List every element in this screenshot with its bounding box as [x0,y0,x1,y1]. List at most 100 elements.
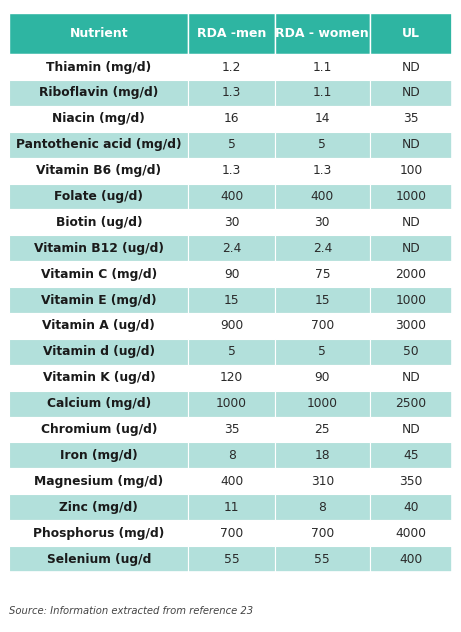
Bar [370,106,452,131]
Bar [9,494,189,520]
Bar [9,287,189,313]
Bar [275,54,370,80]
Text: 400: 400 [220,190,243,203]
Bar [189,54,275,80]
Text: 8: 8 [228,449,236,462]
Bar [370,209,452,235]
Text: Vitamin B12 (ug/d): Vitamin B12 (ug/d) [34,242,164,255]
Text: Phosphorus (mg/d): Phosphorus (mg/d) [33,526,165,540]
Text: 2.4: 2.4 [313,242,332,255]
Bar [189,313,275,339]
Text: 11: 11 [224,501,239,514]
Text: 400: 400 [311,190,334,203]
Bar [189,287,275,313]
Bar [370,391,452,416]
Bar [9,183,189,209]
Bar [370,287,452,313]
Text: 900: 900 [220,319,243,332]
Text: 1.3: 1.3 [222,87,241,99]
Text: 14: 14 [314,112,330,125]
Text: 120: 120 [220,371,243,384]
Text: Thiamin (mg/d): Thiamin (mg/d) [46,61,151,73]
Bar [9,80,189,106]
Bar [370,235,452,261]
Bar [189,442,275,468]
Text: UL: UL [402,27,420,40]
Text: 700: 700 [311,526,334,540]
Text: 45: 45 [403,449,419,462]
Text: 5: 5 [228,138,236,151]
Text: 55: 55 [224,552,239,566]
Text: 1.1: 1.1 [313,87,332,99]
Bar [370,468,452,494]
Bar [275,416,370,442]
Bar [370,80,452,106]
Bar [189,261,275,287]
Bar [275,365,370,391]
Text: Vitamin C (mg/d): Vitamin C (mg/d) [41,268,157,281]
Text: ND: ND [402,371,420,384]
Bar [189,235,275,261]
Bar [370,339,452,365]
Text: 1.3: 1.3 [313,164,332,177]
Bar [275,287,370,313]
Bar [189,157,275,183]
Bar [9,13,189,54]
Bar [370,261,452,287]
Bar [9,416,189,442]
Text: 8: 8 [319,501,326,514]
Text: Source: Information extracted from reference 23: Source: Information extracted from refer… [9,607,254,616]
Bar [189,339,275,365]
Bar [275,339,370,365]
Bar [9,391,189,416]
Text: 100: 100 [399,164,422,177]
Bar [9,157,189,183]
Bar [9,520,189,546]
Bar [275,183,370,209]
Text: Folate (ug/d): Folate (ug/d) [54,190,143,203]
Text: ND: ND [402,423,420,436]
Bar [370,13,452,54]
Text: 4000: 4000 [396,526,426,540]
Bar [9,468,189,494]
Text: 2.4: 2.4 [222,242,241,255]
Bar [9,13,452,572]
Text: 90: 90 [224,268,239,281]
Bar [275,157,370,183]
Text: Iron (mg/d): Iron (mg/d) [60,449,138,462]
Text: ND: ND [402,61,420,73]
Bar [370,546,452,572]
Bar [275,468,370,494]
Text: 2500: 2500 [395,397,426,410]
Text: 15: 15 [224,294,239,307]
Text: Magnesium (mg/d): Magnesium (mg/d) [34,475,163,488]
Bar [189,520,275,546]
Bar [275,494,370,520]
Text: ND: ND [402,138,420,151]
Text: 700: 700 [311,319,334,332]
Bar [275,131,370,157]
Bar [9,106,189,131]
Bar [275,80,370,106]
Text: Pantothenic acid (mg/d): Pantothenic acid (mg/d) [16,138,182,151]
Bar [370,416,452,442]
Bar [275,313,370,339]
Text: 30: 30 [224,216,239,229]
Text: 2000: 2000 [396,268,426,281]
Bar [189,468,275,494]
Bar [189,13,275,54]
Text: 400: 400 [399,552,422,566]
Bar [275,546,370,572]
Text: RDA - women: RDA - women [276,27,369,40]
Text: 25: 25 [314,423,330,436]
Text: Riboflavin (mg/d): Riboflavin (mg/d) [39,87,159,99]
Text: 16: 16 [224,112,239,125]
Text: 310: 310 [311,475,334,488]
Text: Selenium (ug/d: Selenium (ug/d [47,552,151,566]
Text: Vitamin E (mg/d): Vitamin E (mg/d) [41,294,157,307]
Text: 1000: 1000 [307,397,338,410]
Text: Vitamin B6 (mg/d): Vitamin B6 (mg/d) [36,164,161,177]
Text: 1.1: 1.1 [313,61,332,73]
Text: 1000: 1000 [396,190,426,203]
Bar [189,365,275,391]
